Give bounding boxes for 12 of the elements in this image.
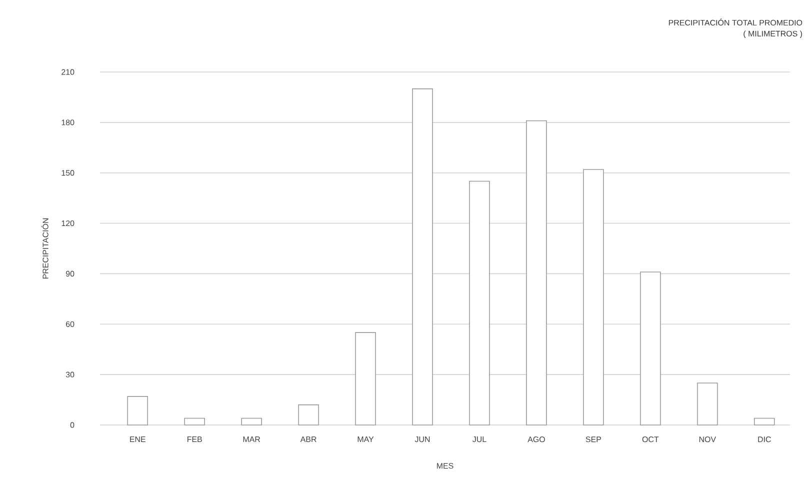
- bar: [754, 418, 775, 426]
- bar: [298, 404, 319, 426]
- bar: [583, 169, 604, 426]
- bar: [355, 332, 376, 426]
- bar: [640, 272, 661, 426]
- bar: [412, 88, 433, 426]
- bar: [469, 180, 490, 426]
- bar: [184, 418, 205, 426]
- bar: [696, 382, 718, 426]
- bar: [526, 120, 547, 426]
- bar: [127, 396, 148, 426]
- bar: [241, 418, 262, 426]
